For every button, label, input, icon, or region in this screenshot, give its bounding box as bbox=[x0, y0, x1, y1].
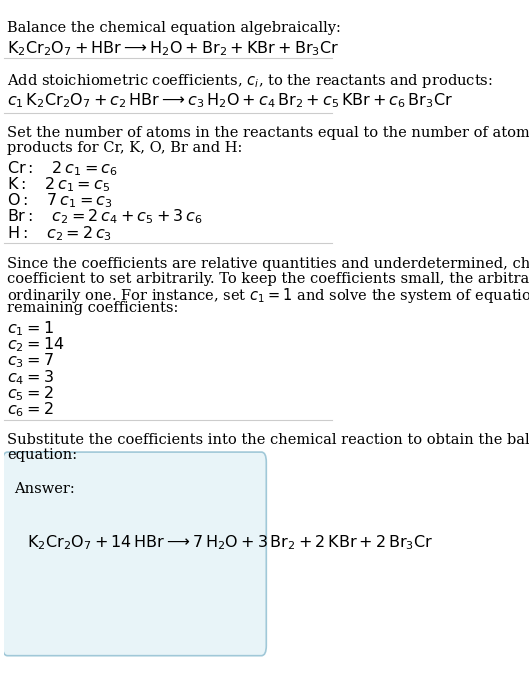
Text: $\mathrm{K_2Cr_2O_7 + HBr \longrightarrow H_2O + Br_2 + KBr + Br_3Cr}$: $\mathrm{K_2Cr_2O_7 + HBr \longrightarro… bbox=[7, 39, 340, 58]
Text: products for Cr, K, O, Br and H:: products for Cr, K, O, Br and H: bbox=[7, 142, 243, 155]
Text: coefficient to set arbitrarily. To keep the coefficients small, the arbitrary va: coefficient to set arbitrarily. To keep … bbox=[7, 271, 529, 286]
Text: remaining coefficients:: remaining coefficients: bbox=[7, 302, 179, 315]
Text: $c_5 = 2$: $c_5 = 2$ bbox=[7, 384, 54, 403]
Text: Since the coefficients are relative quantities and underdetermined, choose a: Since the coefficients are relative quan… bbox=[7, 257, 529, 271]
Text: Answer:: Answer: bbox=[14, 482, 75, 496]
Text: $c_3 = 7$: $c_3 = 7$ bbox=[7, 352, 54, 370]
Text: Balance the chemical equation algebraically:: Balance the chemical equation algebraica… bbox=[7, 21, 341, 35]
Text: equation:: equation: bbox=[7, 448, 78, 462]
Text: ordinarily one. For instance, set $c_1 = 1$ and solve the system of equations fo: ordinarily one. For instance, set $c_1 =… bbox=[7, 286, 529, 306]
Text: $c_4 = 3$: $c_4 = 3$ bbox=[7, 368, 54, 387]
Text: Set the number of atoms in the reactants equal to the number of atoms in the: Set the number of atoms in the reactants… bbox=[7, 126, 529, 140]
Text: $\mathrm{K:}\quad 2\,c_1 = c_5$: $\mathrm{K:}\quad 2\,c_1 = c_5$ bbox=[7, 175, 111, 194]
Text: $\mathrm{O:}\quad 7\,c_1 = c_3$: $\mathrm{O:}\quad 7\,c_1 = c_3$ bbox=[7, 192, 113, 210]
Text: Substitute the coefficients into the chemical reaction to obtain the balanced: Substitute the coefficients into the che… bbox=[7, 433, 529, 447]
FancyBboxPatch shape bbox=[3, 452, 266, 655]
Text: $c_1\,\mathrm{K_2Cr_2O_7} + c_2\,\mathrm{HBr} \longrightarrow c_3\,\mathrm{H_2O}: $c_1\,\mathrm{K_2Cr_2O_7} + c_2\,\mathrm… bbox=[7, 91, 453, 110]
Text: $c_2 = 14$: $c_2 = 14$ bbox=[7, 335, 65, 354]
Text: $\mathrm{K_2Cr_2O_7} + 14\,\mathrm{HBr} \longrightarrow 7\,\mathrm{H_2O} + 3\,\m: $\mathrm{K_2Cr_2O_7} + 14\,\mathrm{HBr} … bbox=[27, 534, 433, 552]
Text: $\mathrm{Br:}\quad c_2 = 2\,c_4 + c_5 + 3\,c_6$: $\mathrm{Br:}\quad c_2 = 2\,c_4 + c_5 + … bbox=[7, 207, 203, 227]
Text: $c_1 = 1$: $c_1 = 1$ bbox=[7, 319, 54, 338]
Text: Add stoichiometric coefficients, $c_i$, to the reactants and products:: Add stoichiometric coefficients, $c_i$, … bbox=[7, 72, 494, 90]
Text: $c_6 = 2$: $c_6 = 2$ bbox=[7, 401, 54, 419]
Text: $\mathrm{H:}\quad c_2 = 2\,c_3$: $\mathrm{H:}\quad c_2 = 2\,c_3$ bbox=[7, 224, 112, 243]
Text: $\mathrm{Cr:}\quad 2\,c_1 = c_6$: $\mathrm{Cr:}\quad 2\,c_1 = c_6$ bbox=[7, 159, 118, 178]
